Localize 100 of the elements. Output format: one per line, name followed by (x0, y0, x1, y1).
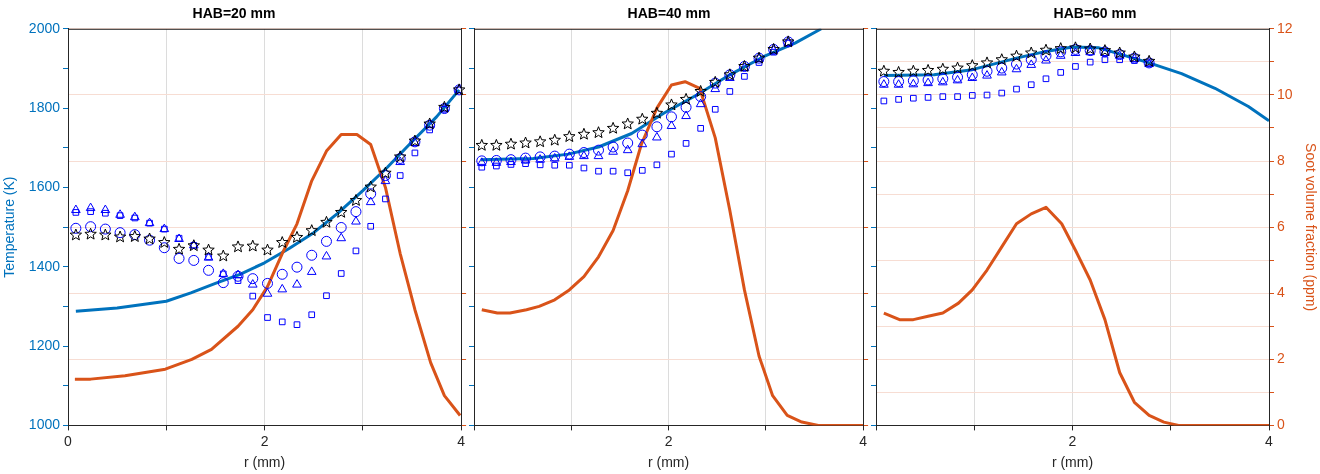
point (622, 137, 634, 149)
point (349, 194, 363, 206)
point (726, 88, 734, 95)
point (231, 240, 245, 253)
point (1011, 58, 1022, 70)
x-tick-label: 4 (457, 432, 466, 449)
y2-tick-label: 0 (1277, 416, 1285, 433)
point (606, 121, 620, 134)
point (172, 242, 186, 255)
point (320, 235, 332, 247)
point (113, 230, 127, 243)
point (262, 277, 273, 289)
point (278, 318, 286, 326)
point (1072, 63, 1079, 70)
point (1040, 50, 1052, 62)
y-tick-label: 1800 (28, 98, 61, 115)
point (895, 96, 902, 103)
point (291, 261, 303, 273)
point (695, 98, 706, 108)
point (69, 228, 83, 241)
point (681, 110, 691, 120)
y-tick-label: 1000 (28, 416, 61, 433)
point (217, 249, 230, 262)
point (1027, 81, 1035, 89)
point (936, 62, 950, 75)
point (70, 222, 82, 234)
point (636, 129, 648, 141)
point (246, 239, 259, 252)
point (308, 311, 316, 319)
point (593, 150, 604, 160)
point (507, 161, 515, 168)
y2-tick-label: 6 (1277, 217, 1285, 234)
point (921, 63, 935, 76)
point (276, 268, 288, 280)
point (996, 62, 1008, 74)
chart-title: HAB=40 mm (627, 5, 711, 22)
point (351, 216, 361, 225)
x-tick-label: 4 (1265, 432, 1274, 449)
point (665, 98, 678, 111)
point (968, 92, 976, 99)
point (262, 288, 273, 297)
y-axis-title: Temperature (K) (1, 176, 18, 278)
point (115, 209, 125, 218)
point (697, 125, 704, 132)
point (264, 314, 271, 321)
point (998, 89, 1006, 97)
point (1057, 69, 1065, 76)
point (954, 93, 961, 100)
point (116, 212, 124, 219)
point (490, 138, 503, 151)
point (679, 92, 693, 105)
point (379, 170, 391, 182)
point (247, 279, 258, 288)
point (365, 196, 376, 206)
y2-tick-label: 2 (1277, 350, 1285, 367)
point (1025, 46, 1038, 59)
point (741, 73, 748, 80)
point (608, 146, 618, 155)
point (666, 120, 677, 129)
point (100, 204, 111, 214)
point (1055, 50, 1066, 59)
point (651, 121, 663, 133)
point (452, 83, 466, 96)
point (1101, 56, 1109, 64)
point (173, 252, 185, 264)
point (247, 273, 259, 285)
point (85, 221, 97, 233)
point (367, 222, 375, 230)
point (290, 230, 304, 243)
point (981, 65, 993, 77)
point (293, 321, 301, 328)
point (382, 195, 389, 203)
point (306, 249, 318, 261)
point (217, 277, 229, 289)
point (665, 111, 677, 123)
point (609, 167, 617, 175)
point (533, 135, 547, 148)
point (277, 283, 288, 293)
point (102, 209, 109, 217)
point (158, 236, 171, 248)
point (306, 266, 317, 275)
point (305, 224, 318, 237)
point (636, 112, 649, 125)
point (202, 243, 215, 256)
point (1026, 59, 1037, 68)
chart-title: HAB=60 mm (1053, 5, 1137, 22)
point (411, 149, 419, 157)
point (234, 277, 242, 284)
point (592, 126, 605, 139)
point (379, 166, 392, 179)
point (668, 150, 675, 158)
point (563, 130, 576, 143)
point (695, 91, 707, 103)
x-tick-label: 2 (1068, 432, 1077, 449)
point (522, 160, 529, 167)
y2-axis-title: Soot volume fraction (ppm) (1302, 143, 1319, 312)
point (966, 59, 979, 72)
y2-tick-label: 12 (1277, 19, 1293, 36)
x-axis-title: r (mm) (1051, 454, 1094, 471)
point (607, 141, 619, 153)
